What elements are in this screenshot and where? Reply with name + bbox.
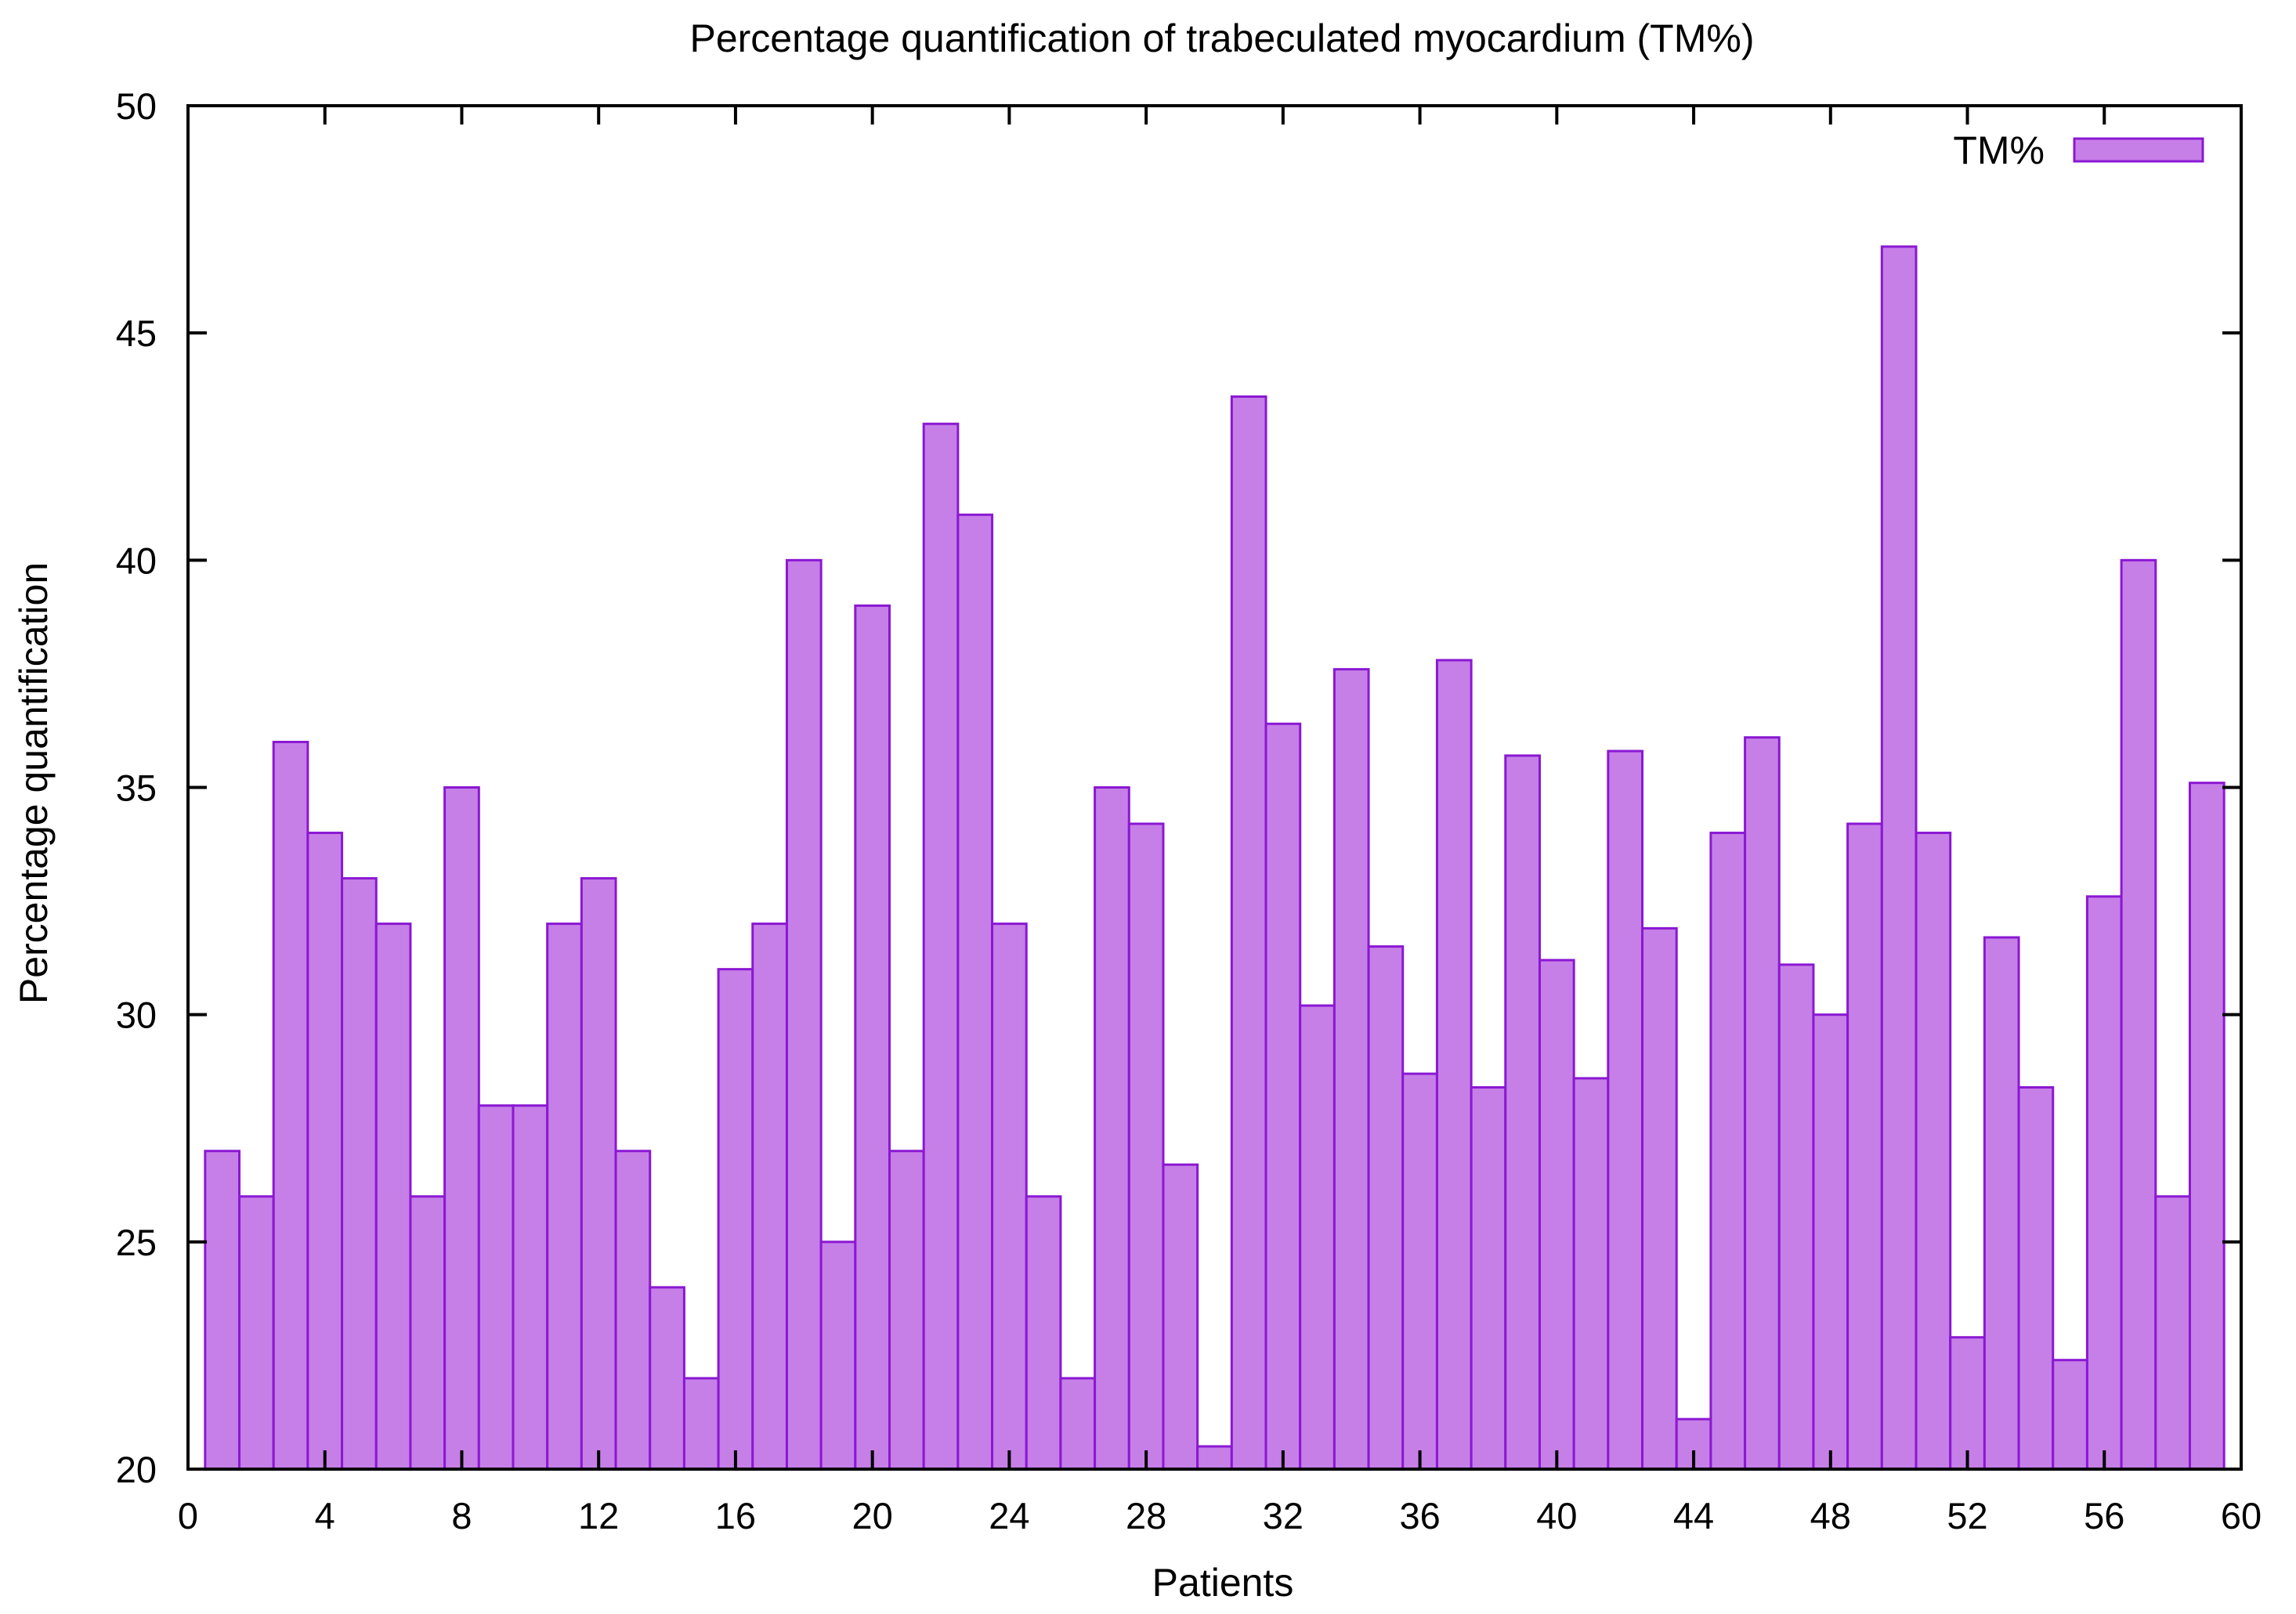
bar-patient-46 [1744, 736, 1781, 1471]
bar-patient-43 [1641, 926, 1678, 1471]
bar-patient-28 [1127, 822, 1165, 1471]
bar-patient-27 [1094, 786, 1130, 1471]
x-tick-label-12: 12 [578, 1495, 619, 1536]
x-tick-label-0: 0 [178, 1495, 198, 1536]
y-tick-label-50: 50 [116, 85, 157, 127]
bar-patient-20 [854, 604, 891, 1471]
y-tick-label-45: 45 [116, 312, 157, 354]
bar-patient-11 [546, 923, 583, 1471]
bar-patient-2 [238, 1195, 275, 1471]
x-tick-label-8: 8 [451, 1495, 472, 1536]
bar-patient-22 [922, 422, 960, 1471]
x-tick-label-56: 56 [2084, 1495, 2124, 1536]
bar-patient-50 [1880, 245, 1918, 1471]
bar-patient-26 [1059, 1377, 1097, 1471]
bar-patient-36 [1401, 1072, 1438, 1471]
bar-patient-58 [2154, 1195, 2191, 1471]
x-tick-label-36: 36 [1399, 1495, 1440, 1536]
legend-label: TM% [1953, 128, 2045, 172]
bar-patient-56 [2085, 895, 2123, 1471]
x-tick-label-48: 48 [1810, 1495, 1851, 1536]
bar-patient-48 [1812, 1013, 1849, 1471]
bar-patient-16 [717, 968, 754, 1471]
bar-patient-7 [409, 1195, 447, 1471]
bar-patient-13 [614, 1150, 652, 1471]
bars-group [204, 245, 2225, 1471]
y-axis-label: Percentage quantification [12, 562, 56, 1004]
bar-patient-33 [1299, 1004, 1336, 1471]
bar-patient-42 [1607, 749, 1644, 1471]
bar-patient-49 [1846, 822, 1883, 1471]
bar-patient-18 [785, 558, 823, 1471]
x-tick-label-16: 16 [715, 1495, 756, 1536]
x-axis-label: Patients [1152, 1561, 1294, 1605]
bar-patient-45 [1709, 832, 1747, 1471]
bar-patient-21 [888, 1150, 925, 1471]
bar-patient-40 [1538, 959, 1575, 1471]
x-tick-label-44: 44 [1673, 1495, 1714, 1536]
bar-patient-59 [2188, 782, 2225, 1471]
legend: TM% [1953, 128, 2204, 172]
bar-patient-29 [1162, 1163, 1199, 1471]
bar-patient-37 [1435, 659, 1473, 1471]
bar-patient-55 [2052, 1359, 2088, 1471]
bar-patient-3 [272, 740, 309, 1471]
bar-patient-14 [649, 1286, 685, 1471]
bar-patient-31 [1230, 395, 1267, 1471]
bar-patient-35 [1367, 945, 1405, 1471]
bar-patient-38 [1470, 1086, 1507, 1471]
bar-patient-23 [956, 513, 994, 1471]
x-tick-label-28: 28 [1126, 1495, 1166, 1536]
bar-patient-6 [374, 923, 412, 1471]
bar-patient-41 [1572, 1077, 1610, 1471]
bar-patient-9 [477, 1104, 515, 1471]
y-tick-label-35: 35 [116, 767, 157, 809]
chart-title: Percentage quantification of trabeculate… [690, 16, 1755, 60]
bar-patient-24 [991, 923, 1028, 1471]
bar-patient-17 [751, 923, 788, 1471]
x-tick-label-24: 24 [989, 1495, 1029, 1536]
bar-patient-32 [1264, 722, 1302, 1471]
y-tick-label-40: 40 [116, 540, 157, 581]
bar-patient-25 [1025, 1195, 1062, 1471]
x-tick-label-4: 4 [315, 1495, 335, 1536]
bar-patient-54 [2017, 1086, 2055, 1471]
bar-patient-19 [819, 1240, 857, 1471]
bar-patient-53 [1983, 936, 2020, 1471]
bar-patient-47 [1777, 963, 1815, 1471]
bar-patient-5 [341, 877, 378, 1471]
ticks-group: 0 4 8 12 16 20 24 28 32 36 40 44 48 52 56 6020253035404… [116, 85, 2262, 1536]
y-tick-label-30: 30 [116, 995, 157, 1036]
y-tick-label-25: 25 [116, 1222, 157, 1263]
bar-patient-34 [1332, 668, 1370, 1471]
bar-patient-39 [1504, 754, 1541, 1471]
bar-patient-10 [512, 1104, 549, 1471]
x-tick-label-20: 20 [852, 1495, 893, 1536]
legend-swatch [2073, 137, 2204, 163]
x-tick-label-32: 32 [1263, 1495, 1303, 1536]
bar-patient-52 [1949, 1336, 1986, 1471]
x-tick-label-60: 60 [2221, 1495, 2262, 1536]
bar-patient-12 [580, 877, 617, 1471]
x-tick-label-40: 40 [1536, 1495, 1577, 1536]
y-tick-label-20: 20 [116, 1449, 157, 1490]
x-tick-label-52: 52 [1947, 1495, 1987, 1536]
bar-patient-4 [306, 832, 344, 1471]
bar-patient-8 [443, 786, 480, 1471]
bar-patient-30 [1196, 1445, 1233, 1471]
bar-patient-57 [2120, 558, 2157, 1471]
bar-patient-1 [204, 1150, 241, 1471]
bar-patient-15 [682, 1377, 720, 1471]
bar-patient-51 [1915, 832, 1952, 1471]
